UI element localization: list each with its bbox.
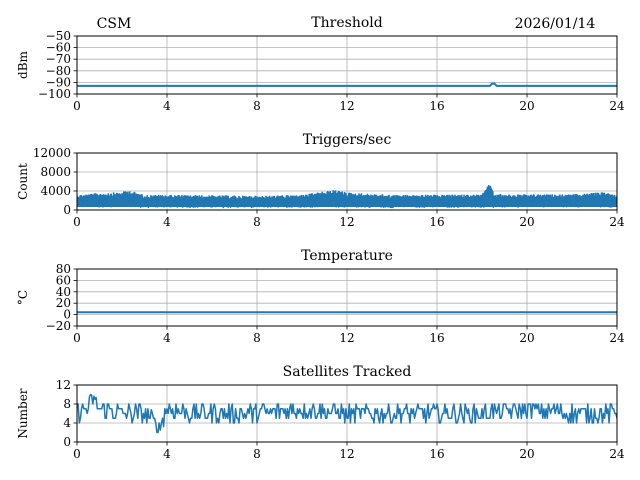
chart-title: Threshold xyxy=(311,15,382,31)
x-tick-label: 12 xyxy=(339,331,354,345)
x-tick-label: 20 xyxy=(519,331,534,345)
x-tick-label: 4 xyxy=(163,99,171,113)
x-tick-label: 0 xyxy=(73,215,81,229)
x-tick-label: 16 xyxy=(429,331,444,345)
chart-panel-1: 0 4 8 12 16 20 24 −100−90−80−70−60−50 Threshold d… xyxy=(16,15,625,113)
y-tick-label: −70 xyxy=(46,52,71,66)
chart-panels: 0 4 8 12 16 20 24 −100−90−80−70−60−50 Threshold d… xyxy=(16,15,625,461)
y-tick-label: 4000 xyxy=(40,184,71,198)
x-tick-label: 12 xyxy=(339,215,354,229)
x-tick-label: 0 xyxy=(73,331,81,345)
chart-title: Satellites Tracked xyxy=(283,364,412,380)
x-tick-label: 20 xyxy=(519,99,534,113)
x-tick-label: 16 xyxy=(429,447,444,461)
y-tick-label: 8000 xyxy=(40,165,71,179)
chart-panel-4: 0 4 8 12 16 20 24 0 4 8 12 Satellites Tracked Number xyxy=(16,364,625,461)
x-tick-label: 8 xyxy=(253,447,261,461)
y-tick-label: 4 xyxy=(63,416,71,430)
y-axis-label: dBm xyxy=(16,50,30,79)
series-group xyxy=(77,185,617,209)
y-tick-label: −80 xyxy=(46,64,71,78)
series-group xyxy=(77,393,617,434)
y-tick-label: 12 xyxy=(56,378,71,392)
y-tick-label: −90 xyxy=(46,75,71,89)
x-tick-label: 20 xyxy=(519,215,534,229)
series-line xyxy=(77,393,617,434)
chart-panel-2: 0 4 8 12 16 20 24 0 4000 8000 12000 Triggers/sec Cou… xyxy=(16,132,625,229)
x-tick-label: 8 xyxy=(253,99,261,113)
y-tick-label: 20 xyxy=(56,296,71,310)
y-tick-label: −100 xyxy=(38,87,71,101)
y-tick-label: 60 xyxy=(56,273,71,287)
y-tick-label: 0 xyxy=(63,203,71,217)
series-group xyxy=(77,82,617,87)
x-tick-label: 4 xyxy=(163,331,171,345)
x-tick-label: 12 xyxy=(339,99,354,113)
series-line xyxy=(77,82,617,87)
x-tick-label: 0 xyxy=(73,447,81,461)
x-tick-label: 8 xyxy=(253,215,261,229)
y-axis-label: °C xyxy=(16,290,30,305)
y-tick-label: −50 xyxy=(46,29,71,43)
y-tick-label: −60 xyxy=(46,41,71,55)
y-tick-label: −20 xyxy=(46,319,71,333)
y-axis-label: Count xyxy=(16,163,30,200)
y-tick-label: 8 xyxy=(63,397,71,411)
y-tick-label: 40 xyxy=(56,285,71,299)
y-tick-label: 80 xyxy=(56,262,71,276)
station-label: CSM xyxy=(97,16,132,32)
y-tick-label: 0 xyxy=(63,308,71,322)
x-tick-label: 20 xyxy=(519,447,534,461)
y-tick-label: 12000 xyxy=(33,146,71,160)
y-tick-label: 0 xyxy=(63,435,71,449)
x-tick-label: 4 xyxy=(163,215,171,229)
date-label: 2026/01/14 xyxy=(515,16,596,32)
y-axis-label: Number xyxy=(16,388,30,438)
x-tick-label: 8 xyxy=(253,331,261,345)
x-tick-label: 12 xyxy=(339,447,354,461)
x-tick-label: 0 xyxy=(73,99,81,113)
x-tick-label: 24 xyxy=(609,447,625,461)
x-tick-label: 24 xyxy=(609,215,625,229)
chart-title: Temperature xyxy=(301,248,393,264)
x-tick-label: 16 xyxy=(429,215,444,229)
chart-title: Triggers/sec xyxy=(303,132,392,148)
x-tick-label: 24 xyxy=(609,331,625,345)
x-tick-label: 16 xyxy=(429,99,444,113)
x-tick-label: 24 xyxy=(609,99,625,113)
x-tick-label: 4 xyxy=(163,447,171,461)
series-band xyxy=(77,200,617,207)
